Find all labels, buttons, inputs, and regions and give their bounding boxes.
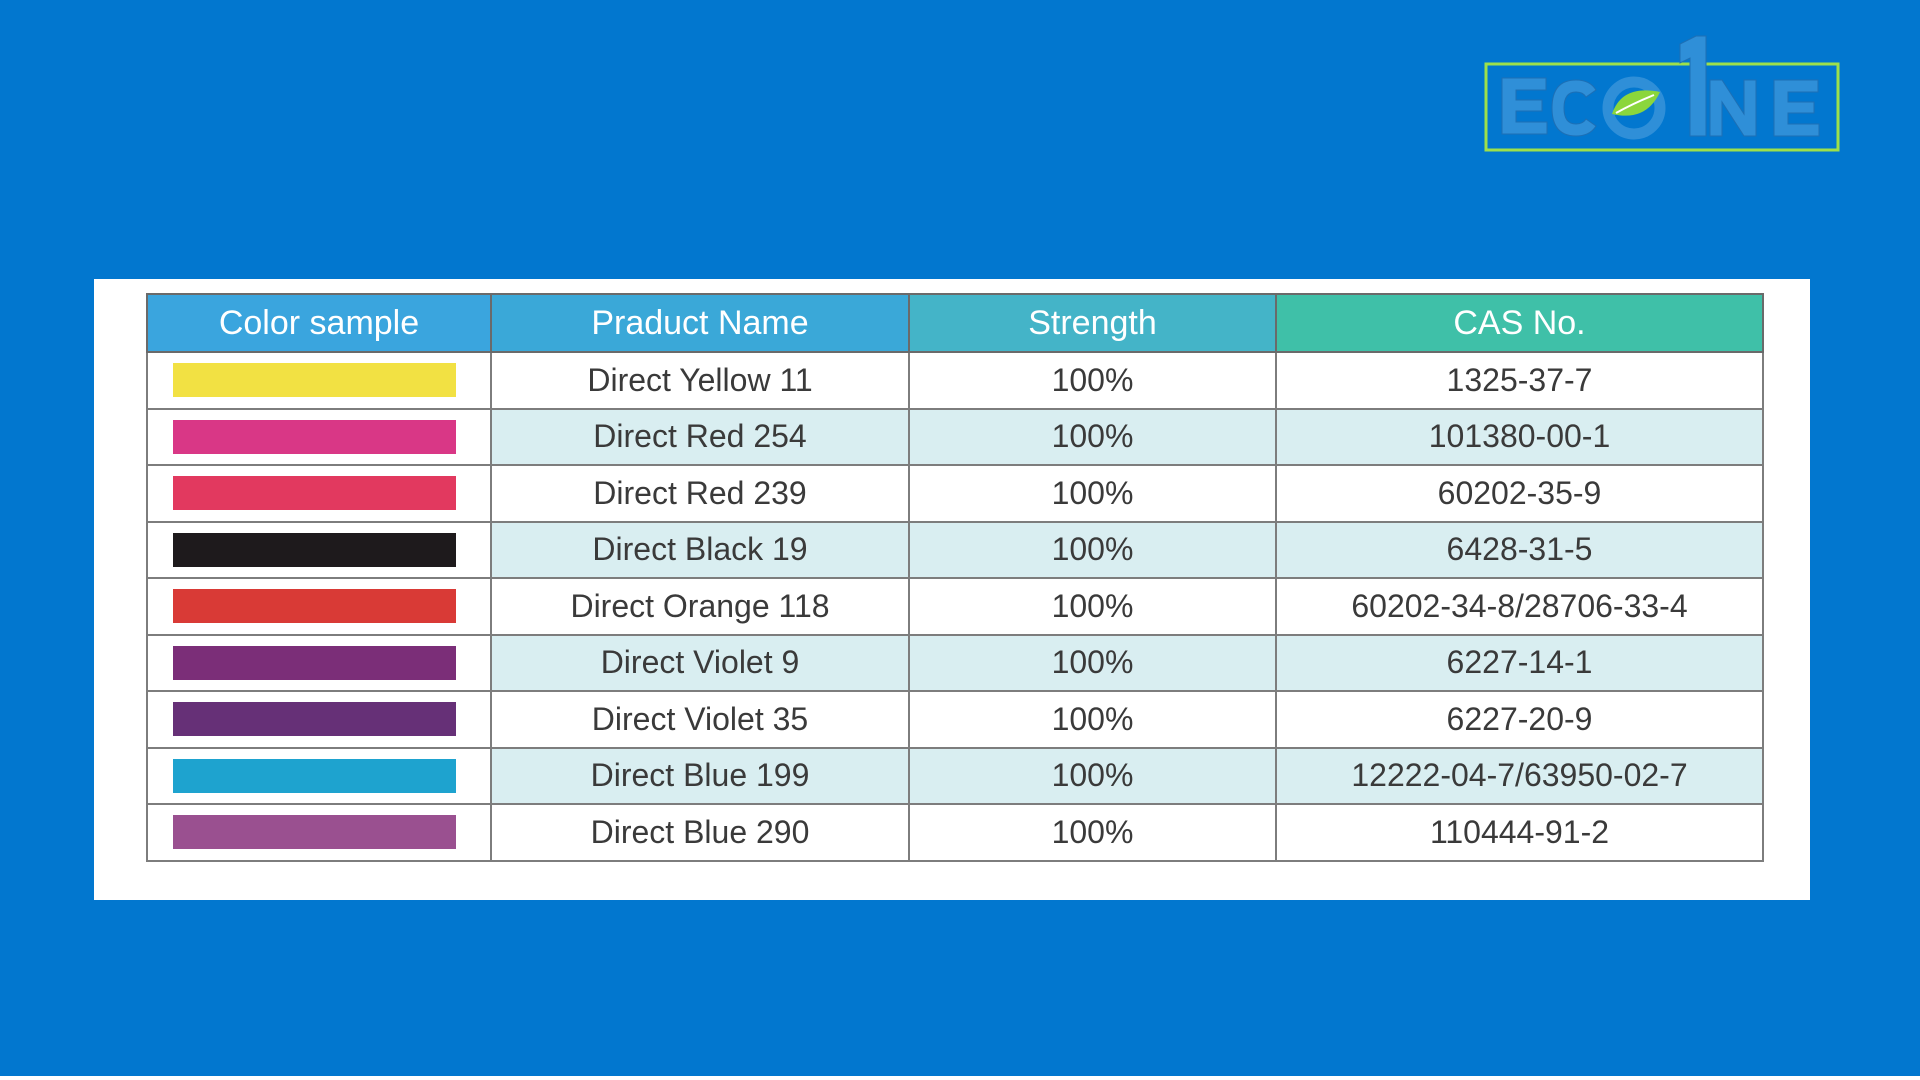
table-row: Direct Blue 290 100% 110444-91-2 (146, 803, 1764, 862)
strength-cell: 100% (908, 464, 1277, 523)
table-row: Direct Violet 9 100% 6227-14-1 (146, 633, 1764, 692)
table-row: Direct Orange 118 100% 60202-34-8/28706-33… (146, 577, 1764, 636)
header-product-name: Praduct Name (490, 293, 910, 353)
color-sample-cell (146, 746, 492, 805)
product-name-cell: Direct Violet 9 (490, 633, 910, 692)
color-swatch (173, 589, 456, 624)
header-color-sample: Color sample (146, 293, 492, 353)
color-swatch (173, 815, 456, 850)
color-sample-cell (146, 351, 492, 410)
strength-cell: 100% (908, 577, 1277, 636)
color-swatch (173, 363, 456, 398)
color-swatch (173, 532, 456, 567)
color-swatch (173, 419, 456, 454)
strength-cell: 100% (908, 633, 1277, 692)
product-name-cell: Direct Red 239 (490, 464, 910, 523)
color-sample-cell (146, 464, 492, 523)
cas-number-cell: 60202-34-8/28706-33-4 (1275, 577, 1764, 636)
color-sample-cell (146, 407, 492, 466)
cas-number-cell: 12222-04-7/63950-02-7 (1275, 746, 1764, 805)
dye-product-table: Color sample Praduct Name Strength CAS N… (146, 293, 1764, 862)
table-row: Direct Black 19 100% 6428-31-5 (146, 520, 1764, 579)
strength-cell: 100% (908, 803, 1277, 862)
cas-number-cell: 6227-14-1 (1275, 633, 1764, 692)
color-sample-cell (146, 803, 492, 862)
table-row: Direct Violet 35 100% 6227-20-9 (146, 690, 1764, 749)
cas-number-cell: 6227-20-9 (1275, 690, 1764, 749)
color-sample-cell (146, 520, 492, 579)
strength-cell: 100% (908, 520, 1277, 579)
table-row: Direct Yellow 11 100% 1325-37-7 (146, 351, 1764, 410)
product-name-cell: Direct Blue 199 (490, 746, 910, 805)
table-row: Direct Red 239 100% 60202-35-9 (146, 464, 1764, 523)
strength-cell: 100% (908, 746, 1277, 805)
table-row: Direct Blue 199 100% 12222-04-7/63950-02-7 (146, 746, 1764, 805)
color-swatch (173, 702, 456, 737)
product-name-cell: Direct Orange 118 (490, 577, 910, 636)
bottom-border (0, 1076, 1920, 1080)
color-sample-cell (146, 577, 492, 636)
product-name-cell: Direct Yellow 11 (490, 351, 910, 410)
strength-cell: 100% (908, 690, 1277, 749)
header-cas-no: CAS No. (1275, 293, 1764, 353)
strength-cell: 100% (908, 351, 1277, 410)
color-swatch (173, 476, 456, 511)
cas-number-cell: 110444-91-2 (1275, 803, 1764, 862)
product-name-cell: Direct Red 254 (490, 407, 910, 466)
table-row: Direct Red 254 100% 101380-00-1 (146, 407, 1764, 466)
color-swatch (173, 645, 456, 680)
cas-number-cell: 1325-37-7 (1275, 351, 1764, 410)
product-table-panel: Color sample Praduct Name Strength CAS N… (94, 279, 1810, 900)
product-name-cell: Direct Violet 35 (490, 690, 910, 749)
header-strength: Strength (908, 293, 1277, 353)
ecoone-logo (1484, 34, 1842, 152)
color-swatch (173, 758, 456, 793)
color-sample-cell (146, 690, 492, 749)
cas-number-cell: 60202-35-9 (1275, 464, 1764, 523)
product-name-cell: Direct Blue 290 (490, 803, 910, 862)
table-header-row: Color sample Praduct Name Strength CAS N… (146, 293, 1764, 353)
strength-cell: 100% (908, 407, 1277, 466)
product-name-cell: Direct Black 19 (490, 520, 910, 579)
cas-number-cell: 101380-00-1 (1275, 407, 1764, 466)
cas-number-cell: 6428-31-5 (1275, 520, 1764, 579)
color-sample-cell (146, 633, 492, 692)
